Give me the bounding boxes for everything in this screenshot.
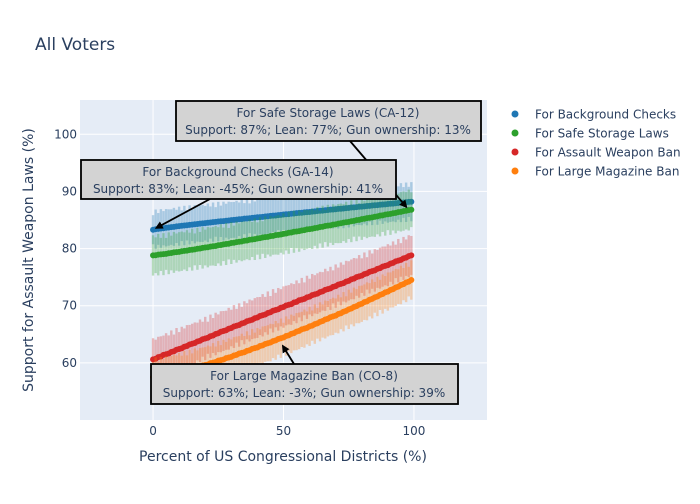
- x-tick-label: 50: [276, 424, 291, 438]
- annotation-detail: Support: 63%; Lean: -3%; Gun ownership: …: [163, 386, 445, 400]
- annotation-detail: Support: 83%; Lean: -45%; Gun ownership:…: [93, 182, 383, 196]
- annotation-ca12: For Safe Storage Laws (CA-12) Support: 87…: [175, 100, 482, 209]
- series-for-assault-weapon-ban: [150, 235, 415, 381]
- y-tick-label: 80: [62, 242, 77, 256]
- legend-item[interactable]: For Background Checks: [511, 108, 677, 122]
- chart-title: All Voters: [35, 35, 115, 55]
- legend-label: For Background Checks: [535, 108, 676, 122]
- y-tick-label: 60: [62, 356, 77, 370]
- y-axis-label: Support for Assault Weapon Laws (%): [21, 128, 37, 392]
- data-layer: [150, 182, 415, 397]
- y-tick-label: 70: [62, 299, 77, 313]
- y-tick-label: 100: [54, 127, 77, 141]
- legend[interactable]: For Background Checks For Safe Storage La…: [511, 108, 681, 179]
- annotation-title: For Safe Storage Laws (CA-12): [237, 106, 420, 120]
- annotation-box: [150, 363, 459, 405]
- x-tick-label: 0: [149, 424, 157, 438]
- data-point: [408, 252, 415, 259]
- legend-marker: [511, 129, 519, 137]
- legend-item[interactable]: For Large Magazine Ban: [511, 165, 680, 179]
- annotation-title: For Background Checks (GA-14): [142, 165, 333, 179]
- legend-label: For Safe Storage Laws: [535, 127, 669, 141]
- annotation-box: [175, 100, 482, 142]
- data-point: [408, 277, 415, 283]
- data-point: [408, 198, 415, 205]
- legend-marker: [511, 167, 519, 175]
- legend-label: For Large Magazine Ban: [535, 165, 679, 179]
- x-axis-label: Percent of US Congressional Districts (%…: [139, 449, 427, 465]
- legend-marker: [511, 148, 519, 156]
- y-tick-label: 90: [62, 184, 77, 198]
- annotation-arrow: [154, 198, 211, 229]
- x-tick-label: 100: [402, 424, 425, 438]
- legend-label: For Assault Weapon Ban: [535, 146, 681, 160]
- data-point: [408, 206, 415, 213]
- annotation-box: [80, 159, 397, 200]
- series-for-safe-storage-laws: [150, 189, 415, 276]
- annotations: For Safe Storage Laws (CA-12) Support: 87…: [80, 100, 482, 405]
- annotation-detail: Support: 87%; Lean: 77%; Gun ownership: …: [185, 123, 471, 137]
- annotation-title: For Large Magazine Ban (CO-8): [210, 369, 398, 383]
- legend-item[interactable]: For Safe Storage Laws: [511, 127, 669, 141]
- annotation-co8: For Large Magazine Ban (CO-8) Support: 63…: [150, 344, 459, 405]
- tick-labels: 0 50 100 60 70 80 90 100: [54, 127, 425, 438]
- annotation-ga14: For Background Checks (GA-14) Support: 83…: [80, 159, 397, 229]
- legend-marker: [511, 110, 519, 118]
- annotation-arrow: [281, 344, 295, 365]
- legend-item[interactable]: For Assault Weapon Ban: [511, 146, 681, 160]
